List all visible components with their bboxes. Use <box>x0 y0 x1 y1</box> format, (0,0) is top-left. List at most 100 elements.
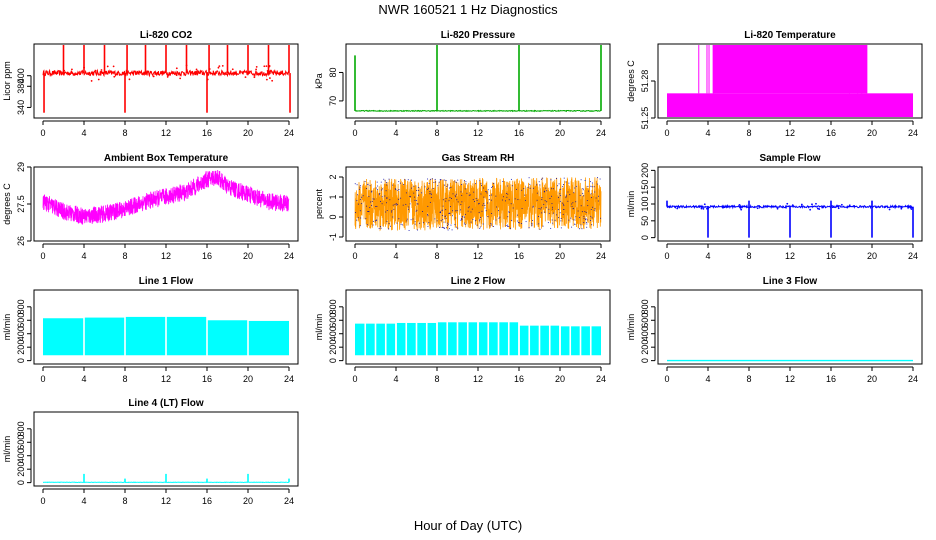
data-point <box>509 227 511 229</box>
data-point <box>371 200 373 202</box>
data-gap <box>507 291 510 363</box>
data-point <box>378 228 380 230</box>
data-point <box>395 189 397 191</box>
data-point <box>427 178 429 180</box>
data-point <box>469 194 471 196</box>
data-gap <box>477 291 479 363</box>
chart-title: Li-820 Temperature <box>744 30 836 41</box>
data-point <box>552 188 554 190</box>
y-axis-label: degrees C <box>626 60 636 102</box>
data-point <box>560 218 562 220</box>
x-tick-label: 4 <box>705 251 710 261</box>
x-tick-label: 4 <box>81 496 86 506</box>
data-gap <box>405 291 408 363</box>
data-gap <box>579 291 582 363</box>
data-point <box>398 188 400 190</box>
plot-area <box>355 291 601 363</box>
data-point <box>518 222 520 224</box>
y-tick-label: 200 <box>16 340 26 355</box>
x-tick-label: 0 <box>664 374 669 384</box>
data-point <box>373 198 375 200</box>
data-point <box>448 200 450 202</box>
data-point <box>586 199 588 201</box>
data-point <box>451 215 453 217</box>
chart-title: Sample Flow <box>759 153 820 164</box>
data-point <box>394 203 396 205</box>
data-point <box>380 226 382 228</box>
data-point <box>545 206 547 208</box>
data-point <box>542 225 544 227</box>
data-point <box>465 183 467 185</box>
data-point <box>464 216 466 218</box>
data-point <box>443 221 445 223</box>
data-point <box>563 203 565 205</box>
data-point <box>551 206 553 208</box>
data-point <box>550 227 552 229</box>
data-point <box>538 181 540 183</box>
data-gap <box>569 291 572 363</box>
data-point <box>553 212 555 214</box>
data-point <box>97 78 100 81</box>
x-tick-label: 0 <box>664 251 669 261</box>
data-point <box>590 209 592 211</box>
x-tick-label: 0 <box>40 251 45 261</box>
data-point <box>417 187 419 189</box>
data-point <box>231 68 234 71</box>
data-point <box>431 178 433 180</box>
x-tick-label: 12 <box>785 128 795 138</box>
y-tick-label: 800 <box>328 299 338 314</box>
data-point <box>384 180 386 182</box>
data-point <box>475 198 477 200</box>
x-tick-label: 16 <box>514 251 524 261</box>
data-gap <box>518 291 520 363</box>
data-point <box>562 186 564 188</box>
data-point <box>455 196 457 198</box>
data-gap <box>446 291 449 363</box>
data-point <box>481 185 483 187</box>
data-point <box>265 78 268 81</box>
data-point <box>562 183 564 185</box>
data-point <box>416 203 418 205</box>
data-point <box>376 219 378 221</box>
data-point <box>452 193 454 195</box>
plot-frame <box>657 166 923 242</box>
data-point <box>560 227 562 229</box>
data-point <box>695 205 697 208</box>
data-point <box>507 193 509 195</box>
data-point <box>487 215 489 217</box>
data-point <box>676 207 679 210</box>
data-point <box>427 188 429 190</box>
data-point <box>541 199 543 201</box>
data-point <box>528 227 530 229</box>
x-tick-label: 20 <box>867 251 877 261</box>
data-point <box>408 229 410 231</box>
data-point <box>567 191 569 193</box>
data-point <box>452 210 454 212</box>
data-point <box>444 227 446 229</box>
data-point <box>364 181 366 183</box>
data-point <box>498 210 500 212</box>
y-tick-label: 200 <box>640 163 650 178</box>
data-point <box>415 200 417 202</box>
data-point <box>910 206 912 208</box>
data-point <box>359 185 361 187</box>
y-tick-label: 400 <box>16 326 26 341</box>
data-point <box>476 224 478 226</box>
data-point <box>388 228 390 230</box>
data-point <box>449 206 451 208</box>
data-point <box>541 207 543 209</box>
x-tick-label: 24 <box>908 251 918 261</box>
y-axis-label: ml/min <box>626 191 636 218</box>
chart-panel: Li-820 Pressure 0 4 8 12 16 20 24 70 80 kPa <box>314 30 611 138</box>
data-point <box>491 194 493 196</box>
data-point <box>400 223 402 225</box>
data-point <box>436 220 438 222</box>
data-point <box>447 222 449 224</box>
data-point <box>403 184 405 186</box>
data-point <box>568 219 570 221</box>
data-point <box>386 198 388 200</box>
data-point <box>179 77 182 80</box>
data-point <box>461 219 463 221</box>
data-point <box>571 226 573 228</box>
